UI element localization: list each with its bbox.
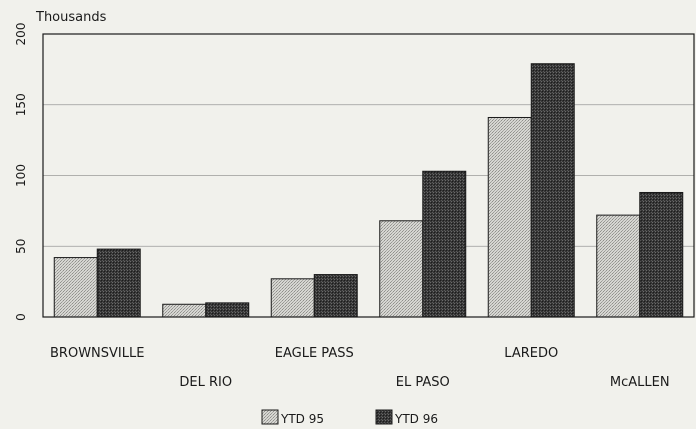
bar-ytd-95-el-paso xyxy=(379,220,424,318)
plot-frame xyxy=(42,33,695,318)
bar-ytd-96-el-paso xyxy=(422,170,467,318)
y-tick-label: 0 xyxy=(14,313,28,321)
x-tick-label: DEL RIO xyxy=(179,375,232,390)
x-tick-label: EAGLE PASS xyxy=(275,346,354,361)
bar-ytd-95-brownsville xyxy=(53,257,98,318)
y-tick-label: 200 xyxy=(14,23,28,46)
x-tick-label: BROWNSVILLE xyxy=(50,346,144,361)
bar-ytd-95-del-rio xyxy=(162,303,207,318)
bar-ytd-96-eagle-pass xyxy=(313,274,358,318)
legend: YTD 95 YTD 96 xyxy=(261,409,438,426)
legend-label: YTD 96 xyxy=(394,412,438,426)
legend-label: YTD 95 xyxy=(280,412,324,426)
bar-ytd-95-laredo xyxy=(487,116,532,318)
x-tick-label: LAREDO xyxy=(504,346,558,361)
bar-ytd-95-mcallen xyxy=(596,214,641,318)
gridlines xyxy=(43,104,694,247)
bars xyxy=(53,63,684,318)
bar-ytd-96-brownsville xyxy=(96,248,141,318)
bar-ytd-96-mcallen xyxy=(639,191,684,318)
x-tick-label: EL PASO xyxy=(396,375,450,390)
legend-swatch xyxy=(375,409,393,425)
legend-swatch xyxy=(261,409,279,425)
bar-ytd-96-laredo xyxy=(530,63,575,318)
bar-ytd-96-del-rio xyxy=(205,302,250,318)
y-tick-label: 100 xyxy=(14,164,28,187)
y-axis-ticks: 0 50 100 150 200 xyxy=(14,23,28,321)
y-tick-label: 50 xyxy=(14,239,28,254)
y-axis-label: Thousands xyxy=(35,10,107,25)
x-tick-label: McALLEN xyxy=(610,375,670,390)
bar-ytd-95-eagle-pass xyxy=(270,278,315,318)
x-axis-ticks: BROWNSVILLE DEL RIO EAGLE PASS EL PASO LARED… xyxy=(50,346,670,390)
y-tick-label: 150 xyxy=(14,93,28,116)
